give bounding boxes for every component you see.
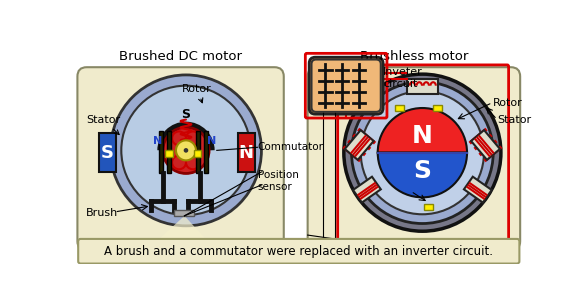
Text: Inveter
circuit: Inveter circuit — [383, 67, 423, 89]
FancyBboxPatch shape — [78, 239, 519, 263]
Polygon shape — [345, 130, 374, 160]
Text: A brush and a commutator were replaced with an inverter circuit.: A brush and a commutator were replaced w… — [104, 245, 493, 258]
Circle shape — [121, 86, 251, 215]
FancyBboxPatch shape — [78, 67, 284, 250]
Text: S: S — [413, 159, 431, 183]
Text: Brushless motor: Brushless motor — [360, 50, 468, 63]
Bar — [424, 203, 433, 210]
Bar — [159, 131, 163, 173]
FancyBboxPatch shape — [311, 59, 381, 112]
Text: Commutator: Commutator — [258, 142, 324, 152]
Text: Position
sensor: Position sensor — [258, 170, 298, 192]
Text: Brush: Brush — [86, 208, 118, 218]
Wedge shape — [378, 153, 467, 197]
Polygon shape — [464, 177, 491, 203]
Text: N: N — [238, 144, 254, 162]
Text: Rotor: Rotor — [493, 98, 522, 108]
Bar — [433, 105, 442, 111]
Circle shape — [163, 127, 209, 173]
FancyBboxPatch shape — [308, 67, 520, 250]
Circle shape — [176, 140, 196, 160]
Circle shape — [184, 148, 188, 153]
Circle shape — [361, 91, 484, 214]
Text: S: S — [101, 144, 114, 162]
Polygon shape — [471, 130, 500, 160]
Bar — [194, 150, 201, 157]
Circle shape — [344, 74, 501, 231]
Polygon shape — [155, 216, 209, 243]
Text: Stator: Stator — [86, 115, 120, 135]
Text: N: N — [207, 136, 216, 146]
Bar — [196, 131, 200, 173]
Bar — [99, 133, 116, 172]
Bar — [174, 211, 195, 216]
Text: Stator: Stator — [497, 115, 531, 124]
Wedge shape — [378, 108, 467, 153]
Bar — [165, 150, 173, 157]
Bar — [395, 105, 404, 111]
Bar — [167, 131, 171, 173]
Bar — [407, 79, 438, 94]
Text: Brushed DC motor: Brushed DC motor — [119, 50, 242, 63]
Bar — [238, 133, 255, 172]
Polygon shape — [353, 177, 381, 203]
Bar — [203, 131, 208, 173]
Circle shape — [111, 75, 261, 226]
Circle shape — [352, 82, 493, 224]
FancyBboxPatch shape — [309, 57, 383, 114]
Text: Rotor: Rotor — [182, 84, 212, 103]
Text: N: N — [153, 136, 162, 146]
Wedge shape — [163, 127, 209, 150]
Text: N: N — [412, 124, 433, 148]
Text: S: S — [181, 108, 191, 121]
